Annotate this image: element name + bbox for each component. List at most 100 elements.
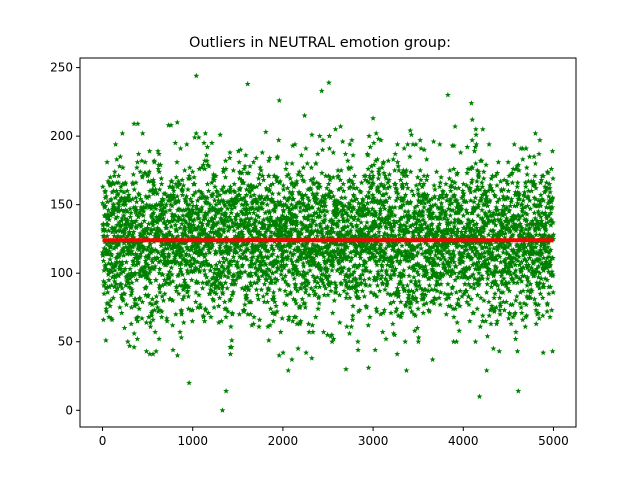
data-point xyxy=(349,316,356,323)
data-point xyxy=(226,155,233,161)
data-point xyxy=(143,348,150,354)
data-point xyxy=(280,349,287,356)
data-point xyxy=(115,172,122,179)
data-point xyxy=(539,294,546,301)
data-point xyxy=(350,303,356,309)
data-point xyxy=(245,170,252,176)
data-point xyxy=(164,318,171,324)
data-point xyxy=(490,345,497,352)
data-point xyxy=(549,148,556,154)
data-point xyxy=(359,287,366,294)
data-point xyxy=(415,305,422,312)
data-point xyxy=(100,316,107,323)
data-point xyxy=(474,305,481,312)
data-point xyxy=(251,314,257,320)
data-point xyxy=(320,329,327,335)
data-point xyxy=(117,153,124,160)
data-point xyxy=(258,286,265,293)
data-point xyxy=(149,296,156,302)
data-point xyxy=(330,149,337,156)
data-point xyxy=(536,315,543,321)
data-point xyxy=(450,314,457,320)
data-point xyxy=(172,139,179,146)
data-point xyxy=(456,327,463,334)
data-point xyxy=(318,170,325,176)
data-point xyxy=(488,320,494,327)
data-point xyxy=(479,312,486,319)
data-point xyxy=(228,337,235,343)
data-point xyxy=(505,159,512,165)
data-point xyxy=(496,294,503,301)
data-point xyxy=(136,305,143,312)
data-point xyxy=(479,126,486,132)
data-point xyxy=(104,289,111,295)
data-point xyxy=(486,312,493,319)
data-point xyxy=(189,318,196,324)
data-point xyxy=(415,338,422,345)
data-point xyxy=(131,330,138,337)
data-point xyxy=(365,322,372,328)
data-point xyxy=(524,171,531,178)
data-point xyxy=(548,307,555,313)
data-point xyxy=(241,301,248,308)
data-point xyxy=(358,179,365,186)
data-point xyxy=(222,157,229,164)
data-point xyxy=(444,281,451,287)
data-point xyxy=(346,141,353,147)
data-point xyxy=(486,208,493,215)
data-point xyxy=(316,300,323,306)
data-point xyxy=(303,349,310,356)
data-point xyxy=(242,152,249,158)
data-point xyxy=(139,130,146,136)
data-point xyxy=(532,160,539,167)
data-point xyxy=(472,338,479,345)
data-point xyxy=(205,187,212,194)
data-point xyxy=(389,320,396,327)
data-point xyxy=(195,134,202,141)
data-point xyxy=(253,286,260,293)
data-point xyxy=(277,329,284,335)
data-point xyxy=(309,329,316,335)
data-point xyxy=(168,122,174,128)
data-point xyxy=(152,329,159,335)
data-point xyxy=(283,160,290,167)
data-point xyxy=(300,263,307,269)
data-point xyxy=(451,142,457,149)
data-point xyxy=(107,256,113,263)
data-points xyxy=(99,72,557,413)
data-point xyxy=(188,277,195,283)
data-point xyxy=(302,304,309,311)
data-point xyxy=(346,330,353,337)
data-point xyxy=(304,160,311,167)
data-point xyxy=(183,141,190,147)
data-point xyxy=(501,307,508,313)
data-point xyxy=(423,156,430,162)
data-point xyxy=(350,152,357,158)
data-point xyxy=(178,311,185,317)
data-point xyxy=(357,255,364,261)
data-point xyxy=(177,329,183,335)
data-point xyxy=(172,311,179,317)
data-point xyxy=(402,338,409,345)
data-point xyxy=(381,307,388,313)
data-point xyxy=(201,139,207,146)
data-point xyxy=(548,165,555,172)
data-point xyxy=(208,139,215,146)
chart-title: Outliers in NEUTRAL emotion group: xyxy=(188,35,452,51)
data-point xyxy=(256,323,262,330)
data-point xyxy=(477,323,484,330)
data-point xyxy=(298,152,305,158)
data-point xyxy=(231,227,238,234)
data-point xyxy=(191,174,198,180)
data-point xyxy=(329,309,336,316)
data-point xyxy=(153,277,159,283)
data-point xyxy=(337,123,344,130)
data-point xyxy=(336,319,343,326)
data-point xyxy=(522,323,529,330)
data-point xyxy=(156,335,163,342)
data-point xyxy=(116,304,123,311)
data-point xyxy=(403,181,410,187)
data-point xyxy=(121,324,128,331)
data-point xyxy=(486,141,493,147)
